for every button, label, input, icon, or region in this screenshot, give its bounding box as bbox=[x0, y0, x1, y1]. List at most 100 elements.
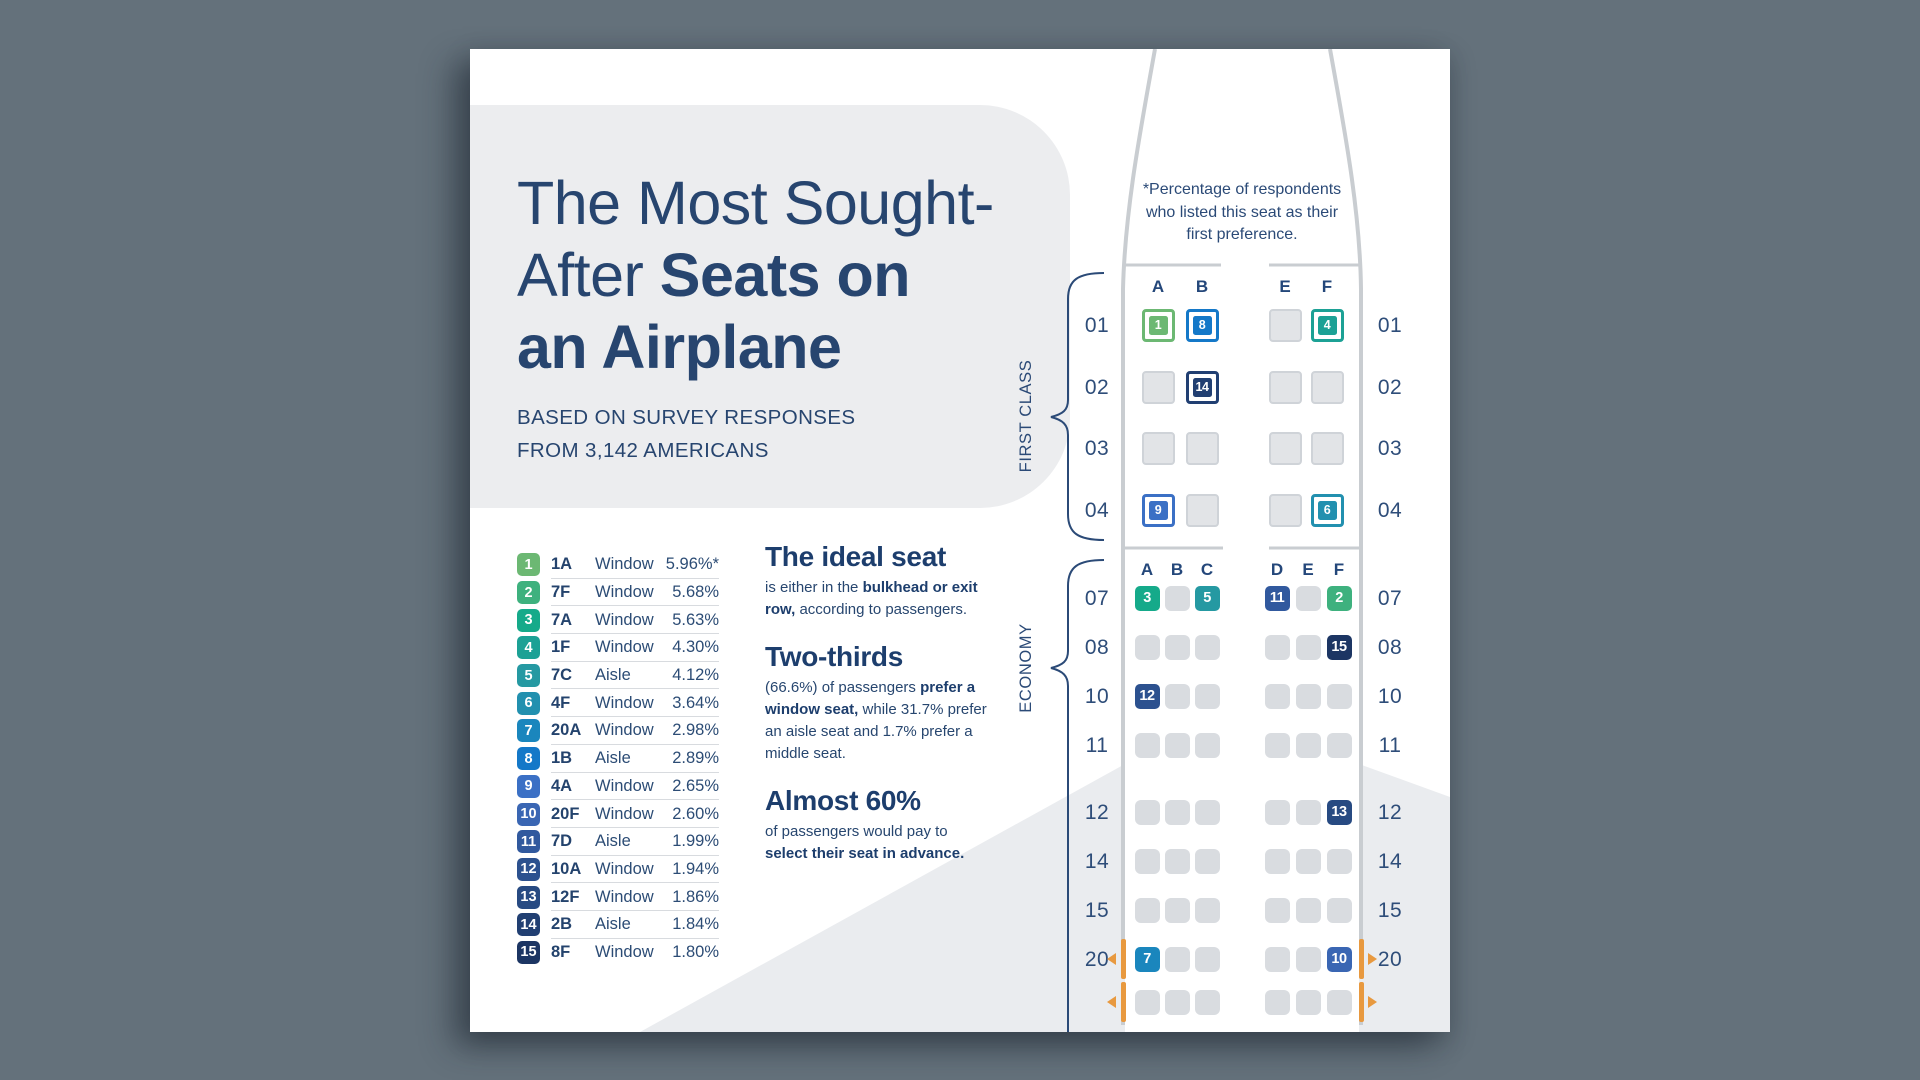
economy-brace bbox=[1050, 559, 1105, 1032]
rank-badge: 9 bbox=[517, 774, 540, 798]
row-label-right: 11 bbox=[1378, 733, 1402, 757]
seat-row-10: 10 10 12 bbox=[1070, 683, 1420, 709]
seat-row-03: 03 03 bbox=[1070, 431, 1420, 465]
fact-almost-60: Almost 60% of passengers would pay to se… bbox=[765, 785, 989, 865]
seat-08E bbox=[1295, 634, 1321, 660]
rank-seat-type: Window bbox=[595, 555, 654, 574]
seat-10B bbox=[1164, 683, 1190, 709]
seat-20C bbox=[1194, 946, 1220, 972]
fact-heading: The ideal seat bbox=[765, 541, 946, 572]
rank-seat-label: 20A bbox=[551, 721, 582, 740]
rank-badge: 5 bbox=[517, 664, 540, 688]
fact-body: of passengers would pay to select their … bbox=[765, 821, 989, 865]
rank-seat-type: Window bbox=[595, 804, 654, 823]
row-label-right: 12 bbox=[1377, 800, 1403, 824]
ranking-row-1B: 8 1B Aisle 2.89% bbox=[517, 745, 719, 773]
fact-body-bold: prefer a window seat, bbox=[765, 679, 976, 718]
ranking-row-1A: 1 1A Window 5.96%* bbox=[517, 551, 719, 579]
seat-E bbox=[1295, 989, 1321, 1015]
wing-shapes bbox=[640, 764, 1450, 1032]
seat-07C: 5 bbox=[1194, 585, 1220, 611]
row-label-left: 08 bbox=[1084, 635, 1110, 659]
ranking-list: 1 1A Window 5.96%* 2 7F Window 5.68% 3 7A Window 5.… bbox=[517, 551, 719, 966]
title-line2-regular: After bbox=[517, 241, 660, 309]
rank-seat-percentage: 2.98% bbox=[672, 721, 719, 740]
rank-seat-percentage: 2.89% bbox=[672, 749, 719, 768]
seat-rank-number: 8 bbox=[1192, 315, 1212, 335]
seat-02F bbox=[1310, 370, 1344, 404]
rank-badge: 6 bbox=[517, 691, 540, 715]
column-header-C: C bbox=[1200, 560, 1214, 579]
seat-row-unlabeled bbox=[1070, 982, 1420, 1022]
row-label-right: 07 bbox=[1377, 586, 1403, 610]
seat-04A: 9 bbox=[1141, 493, 1175, 527]
footnote-line3: first preference. bbox=[1186, 226, 1298, 243]
seat-14D bbox=[1264, 848, 1290, 874]
column-header-F: F bbox=[1321, 277, 1333, 296]
seat-08F: 15 bbox=[1326, 634, 1352, 660]
row-label-right: 08 bbox=[1377, 635, 1403, 659]
seat-12F: 13 bbox=[1326, 799, 1352, 825]
rank-seat-percentage: 1.99% bbox=[672, 832, 719, 851]
exit-bar-left bbox=[1120, 982, 1126, 1022]
seat-15E bbox=[1295, 897, 1321, 923]
seat-rank-number: 9 bbox=[1148, 500, 1168, 520]
seat-07B bbox=[1164, 585, 1190, 611]
ranking-row-7A: 3 7A Window 5.63% bbox=[517, 606, 719, 634]
fact-body-text: of passengers would pay to bbox=[765, 823, 948, 840]
seat-12A bbox=[1134, 799, 1160, 825]
seat-14E bbox=[1295, 848, 1321, 874]
ranking-row-7F: 2 7F Window 5.68% bbox=[517, 579, 719, 607]
page-title: The Most Sought- After Seats on an Airpl… bbox=[517, 167, 1077, 383]
seat-11C bbox=[1194, 732, 1220, 758]
row-label-right: 01 bbox=[1377, 313, 1403, 337]
rank-seat-type: Aisle bbox=[595, 749, 631, 768]
seat-10C bbox=[1194, 683, 1220, 709]
fact-two-thirds: Two-thirds (66.6%) of passengers prefer … bbox=[765, 641, 989, 765]
row-label-right: 20 bbox=[1377, 947, 1403, 971]
rank-seat-percentage: 4.12% bbox=[672, 666, 719, 685]
rank-badge: 4 bbox=[517, 636, 540, 660]
rank-seat-percentage: 4.30% bbox=[672, 638, 719, 657]
seat-12B bbox=[1164, 799, 1190, 825]
seat-row-11: 11 11 bbox=[1070, 732, 1420, 758]
fuselage-right-wall bbox=[1328, 49, 1363, 936]
rank-seat-percentage: 2.65% bbox=[672, 776, 719, 795]
row-label-right: 02 bbox=[1377, 375, 1403, 399]
row-label-left: 14 bbox=[1084, 849, 1110, 873]
rank-seat-percentage: 1.94% bbox=[672, 859, 719, 878]
seat-rank-number: 4 bbox=[1317, 315, 1337, 335]
title-line1: The Most Sought- bbox=[517, 169, 994, 237]
ranking-row-20A: 7 20A Window 2.98% bbox=[517, 717, 719, 745]
rank-seat-percentage: 1.84% bbox=[672, 915, 719, 934]
fact-body-text: according to passengers. bbox=[795, 601, 968, 618]
column-header-E: E bbox=[1279, 277, 1291, 296]
seat-14A bbox=[1134, 848, 1160, 874]
rank-badge: 12 bbox=[517, 857, 540, 881]
fact-ideal-seat: The ideal seat is either in the bulkhead… bbox=[765, 541, 989, 621]
rank-badge: 10 bbox=[517, 802, 540, 826]
rank-seat-type: Window bbox=[595, 638, 654, 657]
rank-seat-percentage: 2.60% bbox=[672, 804, 719, 823]
subtitle: BASED ON SURVEY RESPONSES FROM 3,142 AME… bbox=[517, 401, 856, 467]
seat-row-01: 01 01 1 8 4 bbox=[1070, 308, 1420, 342]
rank-seat-label: 7A bbox=[551, 610, 573, 629]
row-label-right: 15 bbox=[1377, 898, 1403, 922]
rank-badge: 3 bbox=[517, 608, 540, 632]
fact-body: (66.6%) of passengers prefer a window se… bbox=[765, 677, 989, 765]
exit-arrow-right bbox=[1368, 996, 1377, 1008]
seat-02E bbox=[1268, 370, 1302, 404]
seat-row-12: 12 12 13 bbox=[1070, 799, 1420, 825]
seat-rank-number: 14 bbox=[1192, 377, 1212, 397]
fact-body-text: (66.6%) of passengers bbox=[765, 679, 921, 696]
rank-seat-label: 4F bbox=[551, 693, 571, 712]
seat-15A bbox=[1134, 897, 1160, 923]
fact-body-bold: select their seat in advance. bbox=[765, 845, 965, 862]
seat-10E bbox=[1295, 683, 1321, 709]
seat-20F: 10 bbox=[1326, 946, 1352, 972]
rank-seat-label: 7C bbox=[551, 666, 573, 685]
seat-08A bbox=[1134, 634, 1160, 660]
column-header-B: B bbox=[1195, 277, 1209, 296]
seat-20D bbox=[1264, 946, 1290, 972]
